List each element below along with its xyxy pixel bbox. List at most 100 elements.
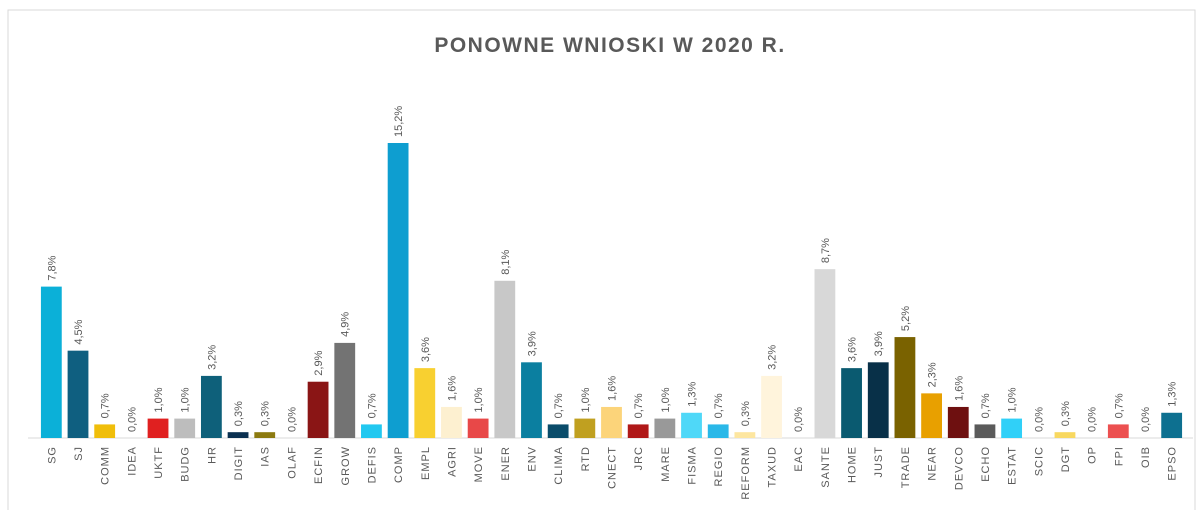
bar	[734, 432, 756, 438]
bar	[147, 418, 169, 438]
bar	[227, 432, 249, 438]
x-tick-label: ENER	[500, 446, 512, 481]
bar	[174, 418, 196, 438]
value-label: 0,7%	[713, 393, 725, 418]
value-label: 0,0%	[1140, 407, 1152, 432]
value-label: 4,5%	[73, 319, 85, 344]
x-tick-label: NEAR	[927, 446, 939, 481]
value-label: 4,9%	[340, 312, 352, 337]
bar	[574, 418, 596, 438]
bar	[1107, 424, 1129, 438]
bar	[334, 342, 356, 438]
x-tick-label: ENV	[526, 446, 538, 472]
x-tick-label: COMM	[100, 446, 112, 485]
x-tick-label: DEVCO	[953, 446, 965, 490]
value-label: 1,6%	[446, 376, 458, 401]
bar	[814, 269, 836, 438]
value-label: 0,3%	[260, 401, 272, 426]
value-label: 3,6%	[847, 337, 859, 362]
bar	[947, 406, 969, 438]
value-label: 15,2%	[393, 106, 405, 137]
x-tick-label: DEFIS	[366, 446, 378, 483]
x-tick-label: EAC	[793, 446, 805, 472]
x-tick-label: IAS	[260, 446, 272, 467]
value-label: 0,7%	[553, 393, 565, 418]
value-label: 0,7%	[100, 393, 112, 418]
x-tick-label: HOME	[847, 446, 859, 483]
bar	[974, 424, 996, 438]
bar	[1001, 418, 1023, 438]
x-tick-label: SCIC	[1033, 446, 1045, 476]
x-tick-label: MARE	[660, 446, 672, 482]
value-label: 0,0%	[1087, 407, 1099, 432]
bar	[867, 362, 889, 438]
value-label: 7,8%	[46, 255, 58, 280]
x-tick-label: SJ	[73, 446, 85, 461]
bar	[1054, 432, 1076, 438]
value-label: 2,3%	[927, 362, 939, 387]
x-tick-label: EMPL	[420, 446, 432, 480]
value-label: 3,9%	[873, 331, 885, 356]
x-tick-label: IDEA	[126, 446, 138, 476]
x-tick-label: FISMA	[687, 446, 699, 485]
value-label: 1,0%	[580, 387, 592, 412]
x-tick-label: HR	[206, 446, 218, 464]
x-tick-label: DIGIT	[233, 446, 245, 480]
x-tick-label: JUST	[873, 446, 885, 478]
bar	[601, 406, 622, 438]
value-label: 0,7%	[980, 393, 992, 418]
value-label: 0,7%	[633, 393, 645, 418]
value-label: 0,0%	[793, 407, 805, 432]
x-tick-label: ECHO	[980, 446, 992, 482]
value-label: 3,2%	[767, 345, 779, 370]
bar	[921, 393, 942, 438]
bar	[1161, 412, 1183, 438]
bar	[467, 418, 489, 438]
bar	[200, 375, 222, 438]
value-label: 1,0%	[473, 387, 485, 412]
value-label: 0,7%	[366, 393, 378, 418]
value-label: 8,1%	[500, 250, 512, 275]
value-label: 3,2%	[206, 345, 218, 370]
value-label: 1,6%	[607, 376, 619, 401]
value-label: 1,6%	[953, 376, 965, 401]
bar	[361, 424, 382, 438]
value-label: 1,0%	[153, 387, 165, 412]
x-tick-label: ESTAT	[1007, 446, 1019, 485]
value-label: 0,0%	[1033, 407, 1045, 432]
bar	[387, 143, 409, 438]
value-label: 1,0%	[660, 387, 672, 412]
x-tick-label: DGT	[1060, 446, 1072, 472]
value-label: 1,0%	[180, 387, 192, 412]
x-tick-label: SANTE	[820, 446, 832, 488]
value-label: 3,9%	[526, 331, 538, 356]
bar	[841, 368, 862, 438]
chart-title: PONOWNE WNIOSKI W 2020 R.	[434, 34, 785, 57]
x-tick-label: OIB	[1140, 446, 1152, 468]
x-tick-label: COMP	[393, 446, 405, 483]
bar	[254, 432, 276, 438]
x-tick-label: MOVE	[473, 446, 485, 482]
x-tick-label: AGRI	[446, 446, 458, 477]
bar	[441, 406, 462, 438]
x-tick-label: EPSO	[1167, 446, 1179, 481]
x-tick-label: ECFIN	[313, 446, 325, 484]
x-tick-label: UKTF	[153, 446, 165, 479]
value-label: 0,7%	[1113, 393, 1125, 418]
bar	[307, 381, 329, 438]
x-tick-label: FPI	[1113, 446, 1125, 466]
x-tick-label: RTD	[580, 446, 592, 471]
value-label: 1,3%	[1167, 381, 1179, 406]
value-label: 3,6%	[420, 337, 432, 362]
bar	[414, 368, 436, 438]
value-label: 8,7%	[820, 238, 832, 263]
value-label: 0,0%	[126, 407, 138, 432]
x-tick-label: REFORM	[740, 446, 752, 500]
value-label: 0,3%	[1060, 401, 1072, 426]
value-label: 0,0%	[286, 407, 298, 432]
x-tick-label: OLAF	[286, 446, 298, 479]
value-label: 1,0%	[1007, 387, 1019, 412]
value-label: 0,3%	[740, 401, 752, 426]
bar	[681, 412, 702, 438]
